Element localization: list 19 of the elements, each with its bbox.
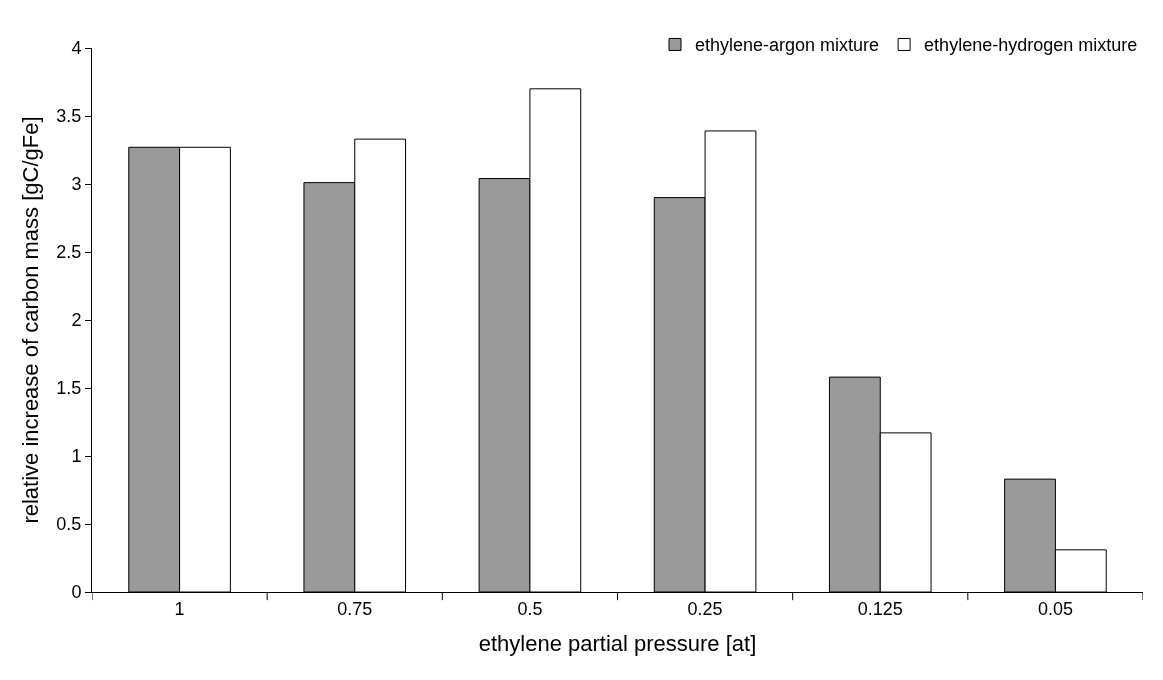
y-tick-label: 2.5	[56, 242, 82, 263]
y-tick-label: 0.5	[56, 514, 82, 535]
legend-label: ethylene-hydrogen mixture	[924, 35, 1138, 56]
x-tick-label: 0.5	[517, 598, 543, 619]
x-axis-title: ethylene partial pressure [at]	[478, 631, 757, 657]
y-tick-label: 2	[71, 310, 82, 331]
y-tick-label: 0	[71, 582, 82, 603]
y-tick-label: 4	[71, 38, 82, 59]
y-tick-label: 1	[71, 446, 82, 467]
x-tick-label: 0.125	[857, 598, 903, 619]
legend-label: ethylene-argon mixture	[695, 35, 880, 56]
y-axis-title: relative increase of carbon mass [gC/gFe]	[18, 116, 43, 524]
y-tick-label: 3	[71, 174, 82, 195]
x-tick-label: 0.75	[337, 598, 373, 619]
x-tick-label: 1	[174, 598, 185, 619]
y-tick-label: 1.5	[56, 378, 82, 399]
y-tick-label: 3.5	[56, 106, 82, 127]
x-tick-label: 0.25	[687, 598, 723, 619]
x-tick-label: 0.05	[1037, 598, 1073, 619]
